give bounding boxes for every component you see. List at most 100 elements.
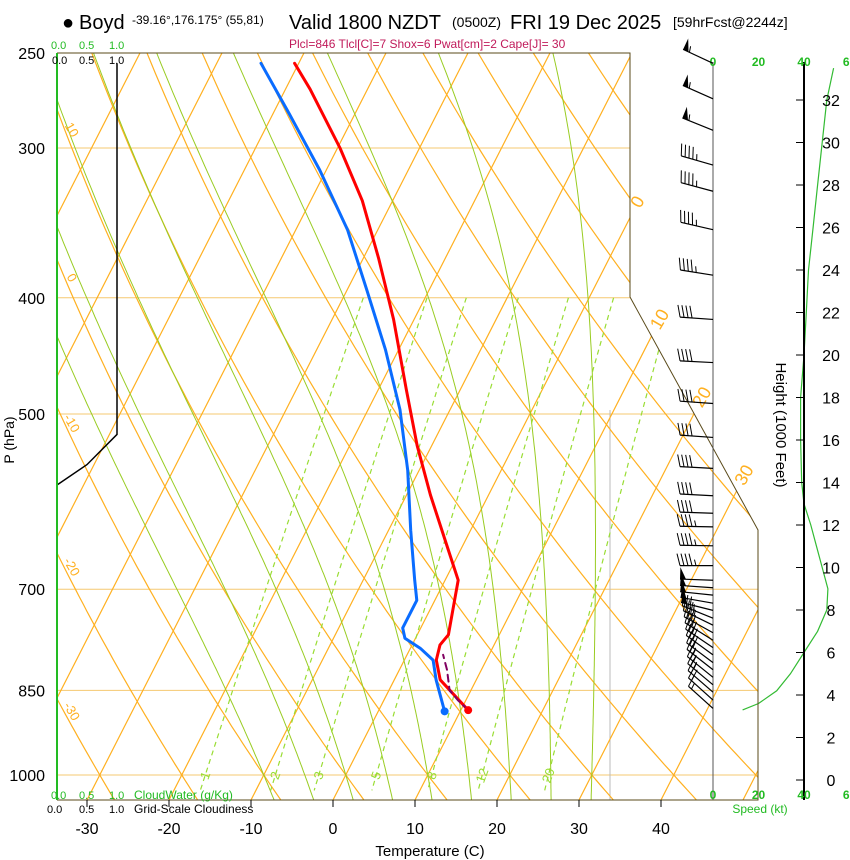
wind-barb-half-flag <box>695 266 697 273</box>
surface-temperature-point <box>464 706 473 715</box>
isotherm-line <box>496 53 758 800</box>
pressure-tick-label: 300 <box>18 141 45 158</box>
wind-barb <box>680 209 714 231</box>
speed-tick-label: 60 <box>843 55 850 69</box>
wind-barb-flag <box>686 631 692 643</box>
height-axis-title: Height (1000 Feet) <box>772 362 789 487</box>
dry-adiabat-line <box>146 53 615 800</box>
wind-barb-flag <box>677 348 681 361</box>
wind-barb-flag <box>688 619 694 632</box>
wind-barb-staff <box>687 663 714 686</box>
wind-barb-flag <box>680 500 685 513</box>
mixing-ratio-line <box>371 297 519 791</box>
speed-tick-label: 60 <box>843 788 850 802</box>
height-tick-label: 18 <box>822 391 840 408</box>
cloudwater-tick-bottom: 0.0 <box>51 790 66 802</box>
dry-adiabat-line <box>477 53 758 800</box>
wind-barb-flag <box>686 600 690 613</box>
height-tick-label: 14 <box>822 476 840 493</box>
wind-barb-staff <box>680 182 714 192</box>
wind-barb-flag <box>681 482 685 495</box>
wind-barb-flag <box>684 500 689 513</box>
height-tick-label: 10 <box>822 561 840 578</box>
wind-barb-flag <box>681 389 685 402</box>
speed-axis-title: Speed (kt) <box>732 802 787 816</box>
wind-barb-flag <box>691 615 697 628</box>
wind-barb-flag <box>685 423 689 436</box>
wind-barb-flag <box>681 454 685 467</box>
wind-barb-staff <box>679 511 714 514</box>
wind-barb-flag <box>685 305 689 318</box>
wind-barb <box>676 514 714 528</box>
forecast-info: [59hrFcst@2244z] <box>673 14 788 30</box>
wind-barb-flag <box>677 481 681 495</box>
temperature-tick-label: 0 <box>329 821 338 838</box>
wind-barb <box>676 499 714 514</box>
height-tick-label: 12 <box>822 518 840 535</box>
wind-barb-flag <box>685 623 692 636</box>
isotherm-line <box>57 53 141 800</box>
wind-barb-staff <box>682 117 714 131</box>
speed-tick-label: 0 <box>710 788 717 802</box>
wind-barb-half-flag <box>694 539 697 546</box>
moist-adiabat-line <box>322 53 512 800</box>
wind-barb-staff <box>685 634 714 656</box>
dry-adiabat-line <box>57 53 116 800</box>
temperature-tick-label: 30 <box>570 821 588 838</box>
wind-barb-flag <box>681 348 685 362</box>
dry-adiabat-line <box>57 53 199 800</box>
speed-tick-label: 0 <box>710 55 717 69</box>
wind-barb-staff <box>680 493 714 497</box>
wind-barb <box>688 675 714 709</box>
wind-barb-flag <box>683 604 688 617</box>
isotherm-line <box>57 53 223 800</box>
wind-barb <box>677 348 714 364</box>
valid-time: Valid 1800 NZDT <box>289 12 441 34</box>
station-name: Boyd <box>79 12 125 34</box>
wind-barb-flag <box>678 257 681 271</box>
wind-barb <box>677 422 714 439</box>
height-tick-label: 28 <box>822 178 840 195</box>
wind-barb-staff <box>686 642 714 664</box>
wind-barb-staff <box>686 648 714 671</box>
wind-barb-flag <box>681 305 685 318</box>
height-tick-label: 24 <box>822 263 840 280</box>
height-tick-label: 0 <box>827 773 836 790</box>
cloudiness-tick-top: 0.5 <box>79 55 94 67</box>
wind-barbs <box>676 38 714 709</box>
wind-barb-staff <box>680 360 714 364</box>
wind-barb-flag <box>688 514 693 527</box>
wind-barb-staff <box>679 544 714 547</box>
parcel-line <box>442 653 470 712</box>
mixing-ratio-line <box>313 297 467 791</box>
temperature-tick-label: -10 <box>239 821 262 838</box>
temperature-tick-label: 10 <box>406 821 424 838</box>
wind-barb-flag <box>677 304 681 318</box>
wind-barb-flag <box>688 533 693 546</box>
temperature-tick-label: -30 <box>75 821 98 838</box>
isotherm-line <box>168 53 551 800</box>
wind-barb-flag <box>689 596 693 609</box>
wind-barb-flag <box>682 258 685 271</box>
wind-barb <box>688 666 714 701</box>
wind-barb-staff <box>680 221 714 231</box>
x-axis-title: Temperature (C) <box>375 843 484 860</box>
station-coords: -39.16°,176.175° (55,81) <box>132 13 264 27</box>
axis-labels: ● Boyd -39.16°,176.175° (55,81) Valid 18… <box>1 12 789 860</box>
isotherm-line <box>578 53 758 800</box>
wind-barb-staff <box>680 400 714 405</box>
utc-time: (0500Z) <box>452 14 501 30</box>
cloudiness-tick-top: 0.0 <box>52 55 67 67</box>
wind-barb-staff <box>686 656 714 678</box>
height-tick-label: 2 <box>827 731 836 748</box>
wind-barb-half-flag <box>688 82 691 89</box>
wind-barb-flag <box>676 553 681 566</box>
cloudwater-tick-top: 0.5 <box>79 40 94 52</box>
dry-adiabat-line <box>753 53 758 800</box>
wind-barb-flag <box>689 349 693 362</box>
wind-barb <box>682 38 714 64</box>
wind-barb-flag <box>680 533 685 546</box>
moist-adiabat-line <box>57 53 315 800</box>
wind-barb-staff <box>680 434 714 439</box>
height-tick-label: 22 <box>822 306 840 323</box>
